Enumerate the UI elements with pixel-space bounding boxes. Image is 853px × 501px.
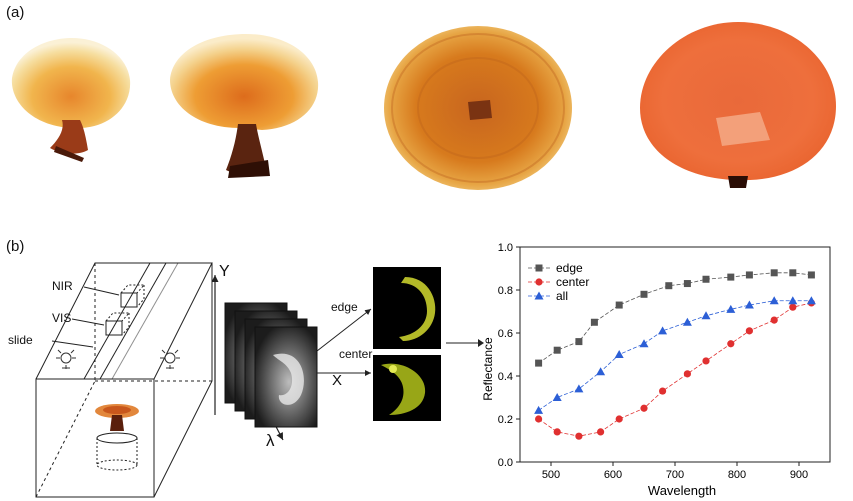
y-tick-label: 0.4: [498, 371, 513, 383]
data-point-center: [789, 303, 797, 311]
data-point-center: [640, 404, 648, 412]
y-tick-label: 0.8: [498, 285, 513, 297]
data-point-all: [534, 405, 544, 414]
legend-item-edge: edge: [528, 261, 583, 275]
legend-label: center: [556, 275, 589, 289]
data-point-edge: [702, 275, 710, 283]
data-point-center: [727, 340, 735, 348]
data-point-all: [726, 304, 736, 313]
data-point-center: [770, 316, 778, 324]
mushroom-photo-1: [11, 38, 131, 162]
data-point-edge: [683, 280, 691, 288]
vis-label: VIS: [52, 311, 72, 325]
acquisition-schematic: [35, 262, 213, 498]
sample-mushroom: [95, 404, 139, 431]
legend-label: all: [556, 289, 568, 303]
data-point-all: [682, 317, 692, 326]
data-point-center: [575, 432, 583, 440]
data-point-all: [596, 367, 606, 376]
nir-label: NIR: [52, 279, 73, 293]
legend-marker: [535, 264, 543, 272]
y-tick-label: 0.6: [498, 328, 513, 340]
data-point-all: [574, 384, 584, 393]
x-tick-label: 900: [790, 469, 808, 481]
data-point-center: [659, 387, 667, 395]
reflectance-chart: 500 600 700 800 900 0.0 0.2 0.4 0.6 0.8 1.0 edgece…: [481, 242, 831, 498]
center-region-label: center: [339, 347, 373, 361]
data-point-edge: [770, 269, 778, 277]
mushroom-photo-2: [170, 34, 319, 178]
data-point-edge: [553, 346, 561, 354]
series-center: [535, 299, 815, 440]
panel-b-label: (b): [6, 238, 25, 255]
series-line-center: [538, 302, 812, 437]
data-point-all: [744, 300, 754, 309]
lamp-icon-right: [160, 349, 180, 369]
edge-region-label: edge: [331, 300, 358, 314]
data-point-center: [535, 415, 543, 423]
data-point-center: [597, 428, 605, 436]
series-edge: [535, 269, 815, 367]
legend-label: edge: [556, 261, 583, 275]
legend-marker: [534, 291, 544, 300]
data-point-all: [658, 326, 668, 335]
data-point-center: [553, 428, 561, 436]
lamp-icon: [56, 349, 76, 369]
data-point-all: [701, 311, 711, 320]
panel-a-label: (a): [6, 4, 25, 21]
data-point-all: [788, 296, 798, 305]
data-point-all: [639, 339, 649, 348]
mushroom-photo-4: [640, 22, 836, 188]
y-axis-label: Reflectance: [481, 337, 495, 401]
hypercube-diagram: [211, 267, 441, 441]
slide-label: slide: [8, 333, 33, 347]
x-tick-label: 700: [666, 469, 684, 481]
data-point-center: [702, 357, 710, 365]
data-point-center: [745, 327, 753, 335]
legend-item-center: center: [528, 275, 589, 289]
series-line-all: [538, 300, 812, 411]
axis-y-label: Y: [219, 263, 230, 280]
x-axis-label: Wavelength: [648, 483, 716, 498]
axis-lambda-label: λ: [266, 431, 275, 450]
x-tick-label: 500: [542, 469, 560, 481]
data-point-edge: [615, 301, 623, 309]
image-stack: [224, 302, 318, 428]
edge-image: [373, 267, 441, 349]
legend-marker: [535, 278, 543, 286]
data-point-all: [806, 296, 816, 305]
mushroom-photo-3: [384, 26, 572, 190]
legend-item-all: all: [528, 289, 568, 303]
mushroom-photos: [11, 22, 836, 190]
data-point-center: [615, 415, 623, 423]
y-tick-label: 0.0: [498, 457, 513, 469]
data-point-all: [769, 296, 779, 305]
series-all: [534, 296, 816, 414]
data-point-edge: [745, 271, 753, 279]
center-image: [373, 355, 441, 421]
data-point-edge: [807, 271, 815, 279]
x-tick-label: 800: [728, 469, 746, 481]
data-point-edge: [640, 290, 648, 298]
data-point-edge: [727, 273, 735, 281]
axis-x-label: X: [332, 372, 343, 389]
y-tick-label: 1.0: [498, 242, 513, 254]
data-point-edge: [590, 318, 598, 326]
data-point-edge: [665, 282, 673, 290]
data-point-edge: [575, 338, 583, 346]
data-point-all: [614, 350, 624, 358]
y-tick-label: 0.2: [498, 414, 513, 426]
data-point-all: [552, 393, 562, 401]
x-tick-label: 600: [604, 469, 622, 481]
data-point-edge: [789, 269, 797, 277]
data-point-edge: [535, 359, 543, 367]
arrow-to-chart: [446, 339, 484, 347]
data-point-center: [683, 370, 691, 378]
